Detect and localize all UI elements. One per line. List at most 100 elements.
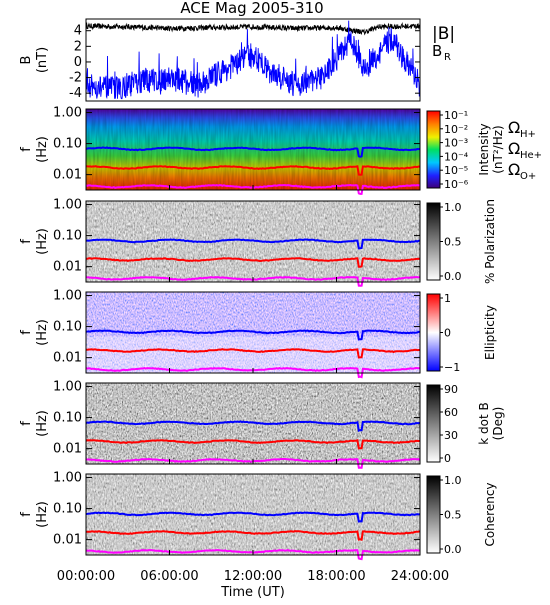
y-tick-label: -2 <box>69 71 82 86</box>
legend-omega-he-subscript: He+ <box>520 150 542 161</box>
y-tick-label: 0.10 <box>53 229 82 244</box>
y-tick-label: 0.01 <box>53 533 82 548</box>
colorbar-tick-label: 0 <box>444 327 451 340</box>
colorbar-tick-label: 10⁻⁶ <box>444 178 469 191</box>
colorbar-label: Intensity <box>477 123 491 175</box>
colorbar-label-unit: (Deg) <box>491 407 505 441</box>
chart-title: ACE Mag 2005-310 <box>180 0 323 17</box>
colorbar-label-unit: (nT²/Hz) <box>491 125 505 173</box>
series-line-b-r <box>85 20 421 100</box>
panel-coherency: 1.00 0.10 0.01 f (Hz) 1.0 0.5 0.0 Coherency <box>19 471 497 561</box>
colorbar-tick-label: 90 <box>444 383 458 396</box>
colorbar-tick-label: 0.5 <box>444 236 462 249</box>
gyrofrequency-line-h <box>85 420 421 432</box>
colorbar-label: k dot B <box>477 402 491 444</box>
y-axis-label: f <box>19 147 34 152</box>
colorbar-label: Ellipticity <box>483 305 497 360</box>
y-axis-label-unit: (Hz) <box>35 501 50 528</box>
legend-b-r: B <box>432 42 442 60</box>
panel-k-dot-b: 1.00 0.10 0.01 f (Hz) 90 60 30 0 k dot B (Deg) <box>19 380 505 469</box>
y-tick-label: 0 <box>74 55 82 70</box>
colorbar-tick-label: 1 <box>444 292 451 305</box>
legend-b-abs: |B| <box>432 24 455 44</box>
y-tick-label: 0.01 <box>53 442 82 457</box>
legend-omega-o-subscript: O+ <box>520 171 536 182</box>
y-tick-label: 1.00 <box>53 471 82 486</box>
gyrofrequency-line-h <box>85 511 421 523</box>
colorbar <box>426 202 441 281</box>
colorbar-tick-label: 10⁻⁵ <box>444 164 468 177</box>
y-tick-label: 0.10 <box>53 137 82 152</box>
gyrofrequency-line-h <box>85 329 420 341</box>
gyrofrequency-line-h <box>85 146 421 158</box>
series-line-b-abs <box>85 21 421 36</box>
y-axis-label: f <box>19 512 34 517</box>
y-tick-label: 0.01 <box>53 168 82 183</box>
legend-omega-h-subscript: H+ <box>520 129 536 140</box>
colorbar-tick-label: 10⁻² <box>444 123 468 136</box>
colorbar-tick-label: 1.0 <box>444 474 462 487</box>
y-axis-label: f <box>19 421 34 426</box>
panel-polarization: 1.00 0.10 0.01 f (Hz) 1.0 0.5 0.0 % Polarization <box>19 198 497 287</box>
legend-omega-h: Ω <box>508 118 520 137</box>
y-tick-label: 1.00 <box>53 198 82 213</box>
x-tick-label: 06:00:00 <box>140 569 198 584</box>
y-tick-label: 1.00 <box>53 380 82 395</box>
colorbar-tick-label: 10⁻¹ <box>444 109 468 122</box>
legend-omega-o: Ω <box>508 160 520 179</box>
y-tick-label: 1.00 <box>53 289 82 304</box>
x-tick-label: 12:00:00 <box>224 569 282 584</box>
panel-magnetic-field: 420-2-4B (nT)|B|B R <box>19 18 455 102</box>
colorbar-tick-label: 0.5 <box>444 509 462 522</box>
colorbar <box>426 384 441 463</box>
y-axis-label-unit: (Hz) <box>35 410 50 437</box>
colorbar-tick-label: 1.0 <box>444 201 462 214</box>
spectrogram-wash <box>86 336 420 373</box>
gyrofrequency-line-h <box>85 238 420 250</box>
y-tick-label: 2 <box>74 39 82 54</box>
gyrofrequency-line-he <box>86 257 421 268</box>
y-axis-label-unit: (Hz) <box>35 136 50 163</box>
x-tick-label: 18:00:00 <box>307 569 365 584</box>
y-axis-label: f <box>19 239 34 244</box>
colorbar-tick-label: 0 <box>444 452 451 465</box>
colorbar-tick-label: 60 <box>444 406 458 419</box>
colorbar-tick-label: 10⁻⁴ <box>444 150 469 163</box>
y-axis-label: B <box>19 56 34 65</box>
y-axis-label-unit: (Hz) <box>35 228 50 255</box>
y-tick-label: 0.01 <box>53 260 82 275</box>
y-tick-label: 0.10 <box>53 320 82 335</box>
panel-power-spectrum: 1.00 0.10 0.01 f (Hz) 10⁻¹10⁻²10⁻³10⁻⁴10⁻⁵10⁻… <box>19 106 505 195</box>
colorbar-tick-label: −1 <box>444 361 460 374</box>
y-tick-label: 0.10 <box>53 502 82 517</box>
y-tick-label: 4 <box>74 24 82 39</box>
gyrofrequency-line-he <box>85 165 421 176</box>
colorbar-tick-label: 30 <box>444 429 458 442</box>
x-tick-label: 24:00:00 <box>391 569 449 584</box>
colorbar-tick-label: 0.0 <box>444 270 462 283</box>
colorbar-label: % Polarization <box>483 199 497 284</box>
colorbar-tick-label: 0.0 <box>444 543 462 556</box>
x-axis-label: Time (UT) <box>220 585 285 600</box>
gyrofrequency-line-he <box>85 530 421 541</box>
x-tick-label: 00:00:00 <box>57 569 115 584</box>
y-tick-label: 1.00 <box>53 106 82 121</box>
y-axis-label: f <box>19 330 34 335</box>
panel-ellipticity: 1.00 0.10 0.01 f (Hz) 1 0 −1 Ellipticity <box>19 289 497 379</box>
gyrofrequency-line-he <box>85 439 421 450</box>
legend-b-r-subscript: R <box>444 52 451 63</box>
y-tick-label: 0.10 <box>53 411 82 426</box>
y-axis-label-unit: (nT) <box>35 47 50 73</box>
colorbar-tick-label: 10⁻³ <box>444 137 468 150</box>
y-tick-label: -4 <box>69 86 82 101</box>
colorbar <box>426 110 441 189</box>
colorbar <box>426 475 441 554</box>
gyrofrequency-line-he <box>86 348 420 359</box>
legend-omega-he: Ω <box>508 139 520 158</box>
y-axis-label-unit: (Hz) <box>35 319 50 346</box>
colorbar-label: Coherency <box>483 482 497 546</box>
colorbar <box>426 293 441 372</box>
plot-frame <box>85 18 421 102</box>
y-tick-label: 0.01 <box>53 351 82 366</box>
